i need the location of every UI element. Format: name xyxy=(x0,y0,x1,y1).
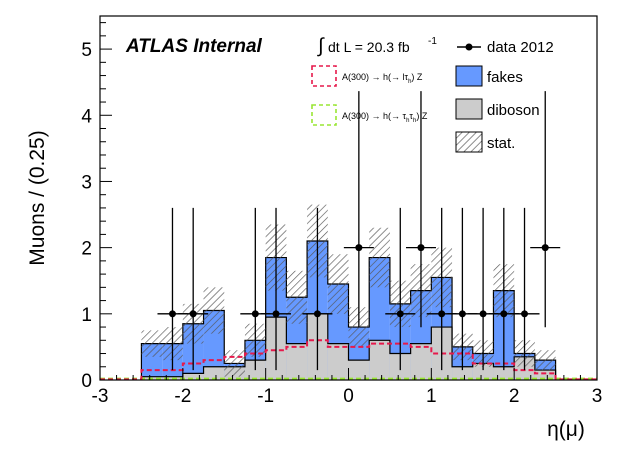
y-tick-label: 1 xyxy=(81,305,92,326)
x-tick-label: -2 xyxy=(174,386,191,407)
x-tick-label: 0 xyxy=(343,386,354,407)
legend-label-signal-tautau-mid: τ xyxy=(409,111,413,121)
x-tick-label: 1 xyxy=(426,386,437,407)
data-point xyxy=(438,310,446,318)
legend-label-fakes: fakes xyxy=(487,69,523,86)
legend-label-signal-ltau-end: ) Z xyxy=(411,72,422,82)
stat-band xyxy=(224,350,245,377)
x-axis-title: η(μ) xyxy=(547,418,585,441)
legend-label-stat: stat. xyxy=(487,135,515,152)
diboson-bar xyxy=(493,366,515,380)
y-axis-title: Muons / (0.25) xyxy=(26,130,49,265)
data-point xyxy=(355,244,363,252)
legend-label-signal-ltau: A(300) → h(→ lτ xyxy=(342,72,409,82)
y-tick-label: 2 xyxy=(81,239,92,260)
diboson-bar xyxy=(182,373,204,380)
legend-item-signal-ltau: A(300) → h(→ lτh) Z xyxy=(311,65,423,87)
axes: -3 -2 -1 0 1 2 3 0 1 2 3 4 5 xyxy=(81,22,603,407)
data-point xyxy=(500,310,508,318)
legend-item-fakes: fakes xyxy=(455,65,523,87)
diboson-bar xyxy=(369,340,390,380)
data-point xyxy=(417,244,425,252)
diboson-bar xyxy=(534,370,556,380)
svg-text:A(300) → h(→ τhτh) Z: A(300) → h(→ τhτh) Z xyxy=(342,111,428,124)
y-tick-label: 3 xyxy=(81,172,92,193)
data-point xyxy=(189,310,197,318)
stat-band xyxy=(534,350,556,371)
data-point xyxy=(313,310,321,318)
signal-ltau-line xyxy=(100,339,597,381)
data-point xyxy=(541,244,549,252)
diboson-bar xyxy=(286,343,308,380)
stat-band xyxy=(327,254,349,314)
x-tick-label: -3 xyxy=(92,386,109,407)
y-tick-label: 0 xyxy=(81,371,92,392)
lumi-exponent: -1 xyxy=(428,36,437,47)
legend: data 2012 fakes diboson stat. A(300) → h… xyxy=(311,39,554,153)
x-tick-label: 2 xyxy=(509,386,520,407)
data-point xyxy=(272,310,280,318)
data-point xyxy=(251,310,259,318)
x-tick-label: -1 xyxy=(257,386,274,407)
diboson-bar xyxy=(348,360,370,380)
stat-band xyxy=(141,330,163,357)
y-tick-label: 5 xyxy=(81,40,92,61)
legend-label-data: data 2012 xyxy=(487,39,554,56)
data-point xyxy=(521,310,529,318)
legend-label-diboson: diboson xyxy=(487,102,540,119)
luminosity-label: ∫ dt L = 20.3 fb -1 xyxy=(317,35,437,57)
x-tick-label: 3 xyxy=(592,386,603,407)
legend-item-stat: stat. xyxy=(455,131,515,153)
lumi-integral: ∫ xyxy=(317,35,325,57)
diboson-bar xyxy=(410,343,432,380)
y-tick-label: 4 xyxy=(81,106,92,127)
data-point xyxy=(396,310,404,318)
data-point xyxy=(168,310,176,318)
diboson-bar xyxy=(327,343,349,380)
stat-band xyxy=(203,287,225,334)
stat-band xyxy=(286,270,308,324)
legend-label-signal-tautau-end: ) Z xyxy=(416,111,427,121)
atlas-label: ATLAS Internal xyxy=(125,36,263,57)
data-point xyxy=(458,310,466,318)
legend-label-signal-tautau-sub1: h xyxy=(406,118,409,124)
plot-area xyxy=(100,91,597,381)
legend-item-diboson: diboson xyxy=(455,98,540,120)
svg-text:A(300) → h(→ lτh) Z: A(300) → h(→ lτh) Z xyxy=(342,72,423,85)
lumi-text: dt L = 20.3 fb xyxy=(328,39,410,55)
legend-label-signal-tautau: A(300) → h(→ τ xyxy=(342,111,407,121)
legend-label-signal-tautau-sub2: h xyxy=(413,118,416,124)
legend-item-signal-tautau: A(300) → h(→ τhτh) Z xyxy=(311,104,428,126)
data-point xyxy=(479,310,487,318)
diboson-bar xyxy=(472,363,494,380)
legend-label-signal-ltau-sub: h xyxy=(408,79,411,85)
diboson-bar xyxy=(452,366,473,380)
legend-item-data: data 2012 xyxy=(457,39,554,56)
stat-band xyxy=(369,227,390,288)
diboson-bar xyxy=(203,366,225,380)
